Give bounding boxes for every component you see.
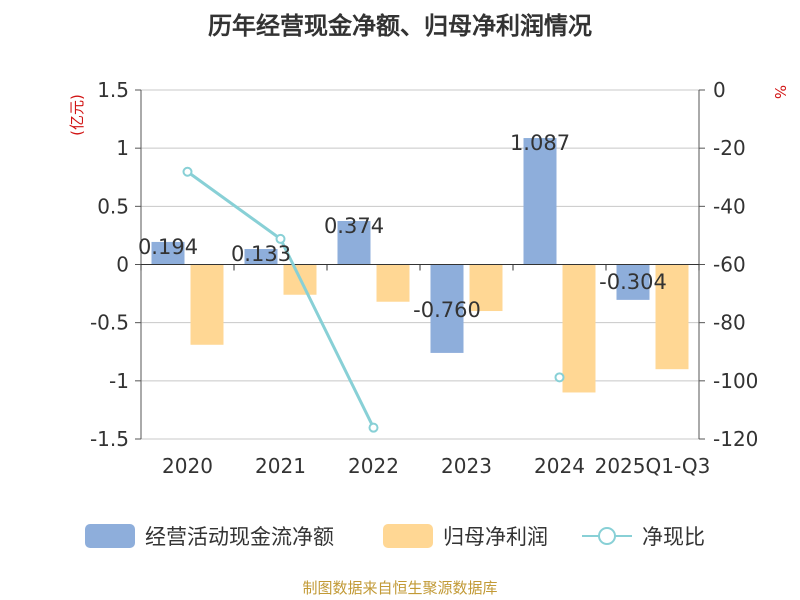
cashflow-bar [616,264,650,300]
x-tick-label: 2025Q1-Q3 [595,454,711,478]
cashflow-data-label: 0.133 [231,242,291,266]
cashflow-bar [523,138,557,265]
cashflow-data-label: 0.194 [138,235,198,259]
legend: 经营活动现金流净额 归母净利润 净现比 [85,524,705,549]
legend-marker-ratio [598,527,616,545]
cashflow-bar [244,249,278,265]
y-right-tick-label: -40 [713,194,746,218]
source-note: 制图数据来自恒生聚源数据库 [302,579,497,597]
y-right-tick-label: -100 [713,369,758,393]
ratio-point [554,372,565,383]
y-right-tick-label: -120 [713,427,758,451]
cashflow-data-label: -0.304 [599,270,667,294]
x-tick-label: 2021 [255,454,306,478]
x-tick-label: 2020 [162,454,213,478]
y-right-tick-label: -80 [713,311,746,335]
net-profit-bar [562,264,596,393]
ratio-point [275,233,286,244]
ratio-line [182,166,565,433]
y-left-tick-label: 1.5 [97,78,129,102]
y-left-tick-label: 0.5 [97,194,129,218]
x-tick-label: 2022 [348,454,399,478]
legend-label-net-profit: 归母净利润 [443,525,548,549]
y-axis-right-label: % [771,85,789,99]
net-profit-bar [655,264,689,370]
ratio-point [368,422,379,433]
y-right-tick-label: 0 [713,78,726,102]
y-left-tick-label: 0 [116,253,129,277]
legend-label-ratio: 净现比 [642,525,705,549]
cashflow-data-label: 1.087 [510,131,570,155]
cashflow-bar [151,241,185,265]
y-left-tick-label: 1 [116,136,129,160]
y-left-tick-label: -0.5 [90,311,129,335]
cashflow-data-label: -0.760 [413,298,481,322]
net-profit-bar [190,264,224,345]
y-left-tick-label: -1.5 [90,427,129,451]
ratio-point [182,166,193,177]
net-profit-bar [376,264,410,302]
y-axis-left-label: (亿元) [68,94,86,136]
legend-swatch-net-profit [383,524,433,548]
y-right-tick-label: -60 [713,253,746,277]
bars [151,138,689,393]
chart-title: 历年经营现金净额、归母净利润情况 [208,12,592,40]
x-tick-label: 2024 [534,454,585,478]
y-left-tick-label: -1 [109,369,129,393]
net-profit-bar [469,264,503,312]
cashflow-bar [430,264,464,353]
cashflow-data-label: 0.374 [324,214,384,238]
axes: 1.510.50-0.5-1-1.50-20-40-60-80-100-1202… [90,78,758,478]
data-labels: 0.194 0.133 0.374 -0.760 1.087 -0.304 [138,131,667,322]
x-tick-label: 2023 [441,454,492,478]
y-right-tick-label: -20 [713,136,746,160]
legend-swatch-cashflow [85,524,135,548]
cashflow-bar [337,220,371,265]
legend-label-cashflow: 经营活动现金流净额 [145,525,334,549]
